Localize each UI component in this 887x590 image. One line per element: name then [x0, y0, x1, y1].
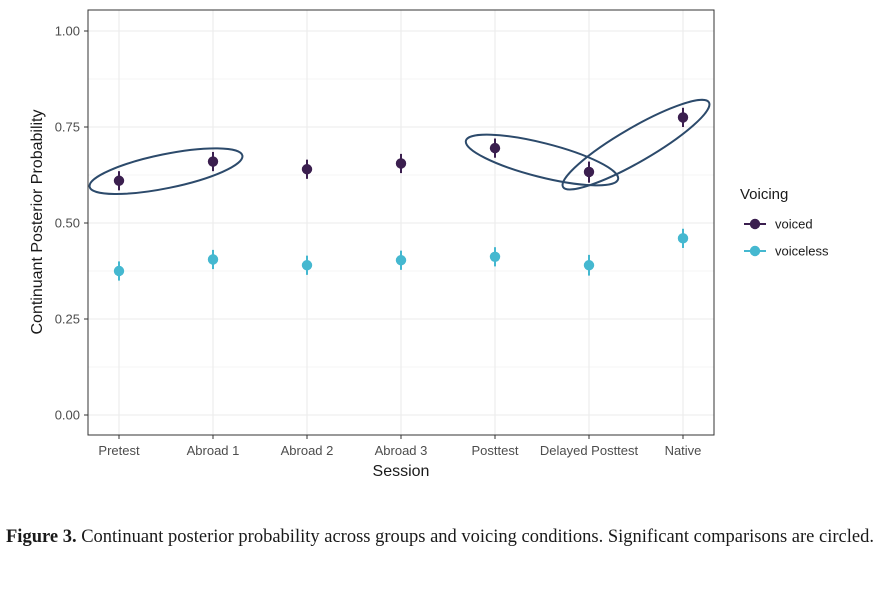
legend-label: voiceless — [775, 244, 829, 259]
legend-item-voiceless: voiceless — [744, 244, 829, 259]
y-axis: 0.00 0.25 0.50 0.75 1.00 — [55, 24, 88, 423]
data-point-voiceless — [207, 254, 219, 265]
significance-ellipse — [88, 147, 244, 195]
data-point-voiceless — [677, 233, 689, 244]
legend-item-voiced: voiced — [744, 217, 813, 232]
data-point-voiced — [677, 112, 689, 123]
caption-text: Continuant posterior probability across … — [76, 527, 874, 547]
x-axis: Pretest Abroad 1 Abroad 2 Abroad 3 Posttest D… — [98, 435, 701, 458]
legend-label: voiced — [775, 217, 813, 232]
y-axis-title: Continuant Posterior Probability — [29, 109, 46, 334]
data-point-voiced — [207, 156, 219, 167]
legend-key-point — [749, 218, 761, 230]
data-point-voiced — [395, 158, 407, 169]
significance-ellipse — [464, 133, 620, 187]
data-point-voiced — [489, 142, 501, 154]
y-tick-label: 0.75 — [55, 120, 80, 135]
x-tick-label: Native — [665, 443, 702, 458]
grid-major — [88, 10, 714, 435]
data-point-voiced — [113, 175, 125, 186]
data-point-voiceless — [489, 251, 501, 262]
legend: Voicing voiced voiceless — [740, 186, 829, 259]
legend-key-point — [749, 245, 761, 257]
chart: 0.00 0.25 0.50 0.75 1.00 Pretest Abroad 1 Abro… — [29, 9, 829, 480]
x-tick-label: Abroad 3 — [375, 443, 428, 458]
series-voiced — [113, 107, 689, 191]
x-tick-label: Abroad 2 — [281, 443, 334, 458]
legend-items: voiced voiceless — [744, 217, 829, 259]
x-tick-label: Pretest — [98, 443, 140, 458]
y-tick-label: 1.00 — [55, 24, 80, 39]
data-points — [113, 107, 689, 281]
significance-ellipse — [561, 98, 711, 191]
x-tick-label: Delayed Posttest — [540, 443, 639, 458]
x-axis-title: Session — [373, 463, 430, 480]
x-tick-label: Posttest — [472, 443, 519, 458]
x-tick-label: Abroad 1 — [187, 443, 240, 458]
data-point-voiceless — [395, 255, 407, 266]
y-tick-label: 0.25 — [55, 312, 80, 327]
series-voiceless — [113, 228, 689, 281]
data-point-voiceless — [113, 265, 125, 277]
y-tick-label: 0.50 — [55, 216, 80, 231]
data-point-voiceless — [583, 260, 595, 271]
y-tick-label: 0.00 — [55, 408, 80, 423]
legend-title: Voicing — [740, 186, 788, 203]
significance-annotations — [88, 98, 711, 195]
data-point-voiced — [583, 166, 595, 178]
figure-caption: Figure 3. Continuant posterior probabili… — [6, 524, 878, 550]
caption-label: Figure 3. — [6, 527, 77, 547]
data-point-voiced — [301, 164, 313, 175]
data-point-voiceless — [301, 260, 313, 271]
